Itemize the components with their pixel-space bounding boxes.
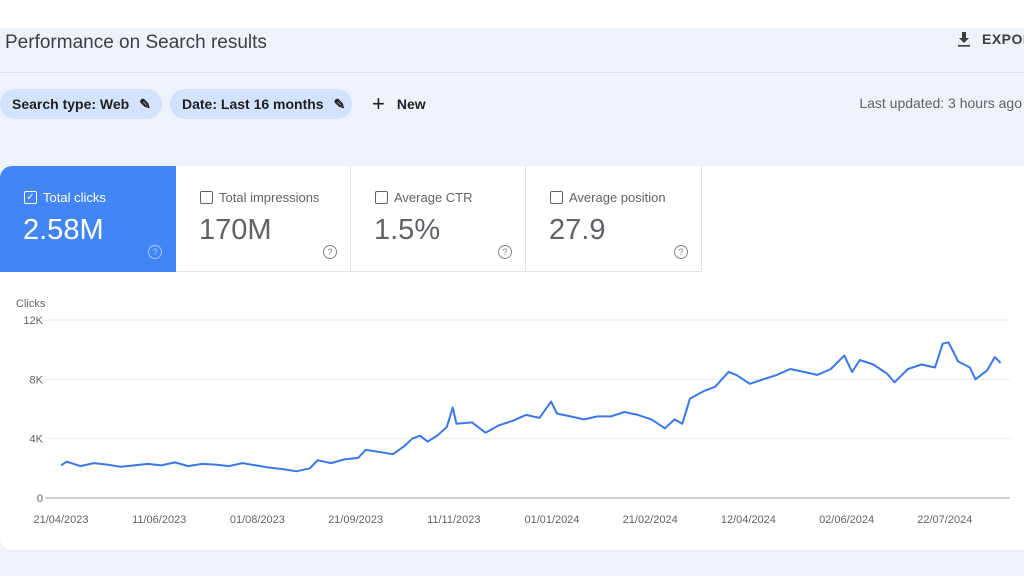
- checkbox-checked-icon[interactable]: ✓: [24, 191, 37, 204]
- pencil-icon: ✎: [333, 95, 346, 112]
- last-updated: Last updated: 3 hours ago: [859, 95, 1022, 111]
- metric-label: Average position: [569, 190, 666, 205]
- x-tick-label: 21/04/2023: [33, 514, 88, 526]
- x-tick-label: 12/04/2024: [721, 514, 776, 526]
- checkbox-icon[interactable]: [375, 191, 388, 204]
- x-tick-label: 21/02/2024: [623, 514, 678, 526]
- metric-label: Total clicks: [43, 190, 106, 205]
- metric-label: Total impressions: [219, 190, 320, 205]
- search-type-filter-chip[interactable]: Search type: Web ✎: [0, 89, 162, 119]
- help-icon[interactable]: ?: [148, 245, 162, 259]
- new-filter-button[interactable]: + New: [372, 89, 426, 119]
- metric-label: Average CTR: [394, 190, 473, 205]
- x-tick-label: 11/11/2023: [427, 514, 480, 526]
- metric-value: 1.5%: [374, 214, 441, 246]
- date-label: Date: Last 16 months: [182, 96, 324, 112]
- export-button[interactable]: EXPORT: [956, 31, 1024, 47]
- plus-icon: +: [372, 91, 385, 116]
- x-tick-label: 11/06/2023: [132, 514, 186, 526]
- metric-card-average-position[interactable]: Average position 27.9 ?: [526, 166, 702, 272]
- search-type-label: Search type: Web: [12, 96, 130, 112]
- metric-card-average-ctr[interactable]: Average CTR 1.5% ?: [351, 166, 526, 272]
- help-icon[interactable]: ?: [498, 245, 512, 259]
- page-title: Performance on Search results: [5, 32, 267, 53]
- x-tick-label: 02/06/2024: [819, 514, 874, 526]
- y-tick-label: 12K: [23, 315, 43, 327]
- download-icon: [958, 32, 970, 47]
- metric-value: 27.9: [549, 214, 606, 246]
- y-tick-label: 8K: [30, 374, 44, 386]
- header-divider: [0, 72, 1024, 73]
- x-tick-label: 01/01/2024: [524, 514, 579, 526]
- help-icon[interactable]: ?: [674, 245, 688, 259]
- checkbox-icon[interactable]: [550, 191, 563, 204]
- metric-value: 170M: [199, 214, 272, 246]
- y-tick-label: 0: [37, 493, 43, 505]
- metric-value: 2.58M: [23, 214, 104, 246]
- y-tick-label: 4K: [30, 434, 44, 446]
- clicks-line-chart: Clicks 0 4K 8K 12K 21/04/2023 11/06/2023 01/08…: [16, 298, 1010, 526]
- new-label: New: [396, 96, 426, 112]
- export-label: EXPORT: [982, 31, 1024, 47]
- y-axis-label: Clicks: [16, 298, 46, 310]
- metric-card-total-clicks[interactable]: ✓ Total clicks 2.58M ?: [0, 166, 176, 272]
- clicks-series-line: [60, 341, 1002, 473]
- help-icon[interactable]: ?: [323, 245, 337, 259]
- x-tick-label: 01/08/2023: [230, 514, 285, 526]
- x-tick-label: 21/09/2023: [328, 514, 383, 526]
- checkbox-icon[interactable]: [200, 191, 213, 204]
- metric-card-total-impressions[interactable]: Total impressions 170M ?: [176, 166, 351, 272]
- date-filter-chip[interactable]: Date: Last 16 months ✎: [170, 89, 352, 119]
- pencil-icon: ✎: [139, 95, 151, 112]
- x-tick-label: 22/07/2024: [917, 514, 972, 526]
